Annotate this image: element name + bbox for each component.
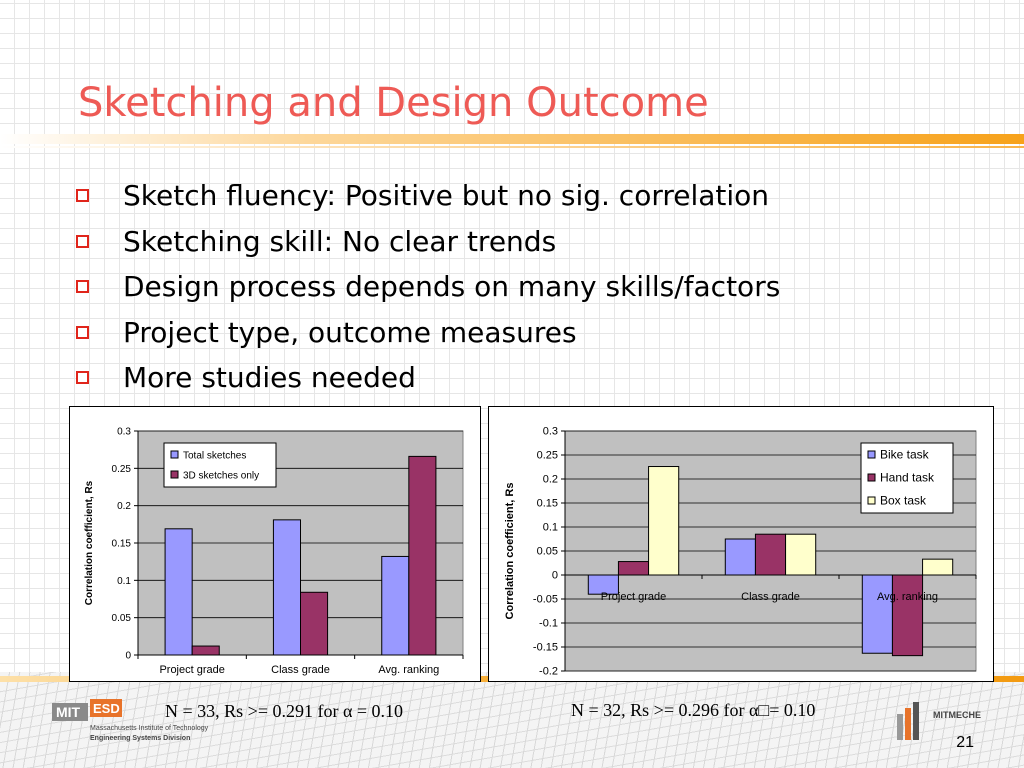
bar [381, 555, 410, 656]
y-axis-label: Correlation coefficient, Rs [504, 483, 516, 620]
x-category-label: Avg. ranking [378, 664, 439, 676]
y-tick-label: 0.05 [537, 546, 558, 558]
bullet-text: More studies needed [123, 361, 416, 394]
logo-bar [913, 702, 919, 740]
y-tick-label: 0.3 [117, 427, 131, 438]
bar [785, 533, 817, 576]
logo-esd-text: ESD [93, 701, 120, 716]
legend-label: Box task [880, 494, 927, 508]
legend-swatch [867, 496, 876, 505]
y-tick-label: 0.25 [537, 450, 558, 462]
y-tick-label: 0.2 [543, 474, 558, 486]
x-category-label: Avg. ranking [877, 591, 938, 603]
bar [922, 558, 954, 576]
bar [648, 466, 680, 576]
chart-left: 0 0.05 0.1 0.15 0.2 0.25 0.3 Correlation coeffi… [84, 427, 464, 676]
square-bullet-icon [76, 189, 89, 202]
legend-label: Hand task [880, 471, 935, 485]
bar [272, 519, 302, 656]
bullet-item: Sketch fluency: Positive but no sig. cor… [74, 176, 780, 222]
y-tick-label: 0 [552, 570, 558, 582]
bullet-item: Design process depends on many skills/fa… [74, 267, 780, 313]
bar [300, 591, 329, 656]
y-tick-label: 0.15 [112, 539, 132, 550]
bullet-text: Sketching skill: No clear trends [123, 224, 557, 258]
bar [861, 574, 893, 654]
legend-box [163, 442, 277, 488]
x-category-label: Class grade [741, 591, 800, 603]
square-bullet-icon [76, 234, 89, 248]
bar [617, 561, 650, 576]
bar [164, 528, 193, 656]
square-bullet-icon [76, 280, 89, 293]
y-tick-label: 0.3 [543, 426, 558, 438]
legend-swatch [867, 473, 876, 482]
square-bullet-icon [76, 371, 89, 384]
y-tick-label: -0.2 [539, 666, 558, 678]
logo-esd-block [90, 699, 122, 717]
bullet-item: Sketching skill: No clear trends [74, 222, 780, 268]
y-tick-label: -0.1 [539, 618, 558, 630]
logo-bar [905, 708, 911, 740]
bullet-list: Sketch fluency: Positive but no sig. cor… [74, 176, 780, 404]
legend-label: 3D sketches only [183, 471, 259, 482]
logo-mitmeche-text: MITMECHE [933, 710, 981, 720]
bar [724, 538, 756, 576]
logo-esd-line2: Engineering Systems Division [90, 735, 190, 742]
page-number: 21 [956, 734, 974, 751]
bar [191, 645, 220, 656]
y-tick-label: 0 [125, 651, 131, 662]
y-tick-label: -0.15 [533, 642, 558, 654]
bullet-item: More studies needed [74, 358, 780, 404]
bar [408, 455, 437, 656]
square-bullet-icon [76, 325, 89, 339]
y-tick-label: 0.15 [537, 498, 558, 510]
legend-swatch [170, 450, 179, 459]
y-axis-label: Correlation coefficient, Rs [84, 480, 95, 605]
bullet-item: Project type, outcome measures [74, 313, 780, 359]
logo-mit-block [52, 703, 88, 721]
y-tick-label: 0.1 [543, 522, 558, 534]
legend-swatch [170, 470, 179, 479]
y-tick-label: 0.1 [117, 576, 131, 587]
bullet-text: Project type, outcome measures [123, 315, 577, 349]
mitmeche-logo: MITMECHE [897, 702, 981, 740]
chart-right-frame: -0.2 -0.15 -0.1 -0.05 0 0.05 0.1 0.15 0.2 0.25 0.3… [488, 406, 994, 682]
bar [754, 533, 787, 576]
logo-mit-text: MIT [56, 704, 81, 720]
bullet-text: Sketch fluency: Positive but no sig. cor… [123, 179, 770, 212]
mit-esd-logo: MIT ESD Massachusetts Institute of Techn… [52, 699, 209, 742]
footnote-right: N = 32, Rs >= 0.296 for α□= 0.10 [571, 700, 816, 720]
legend-label: Bike task [880, 448, 930, 462]
title-underline [0, 134, 1024, 144]
slide-title: Sketching and Design Outcome [78, 80, 709, 126]
y-tick-label: 0.2 [117, 501, 131, 512]
chart-left-frame: 0 0.05 0.1 0.15 0.2 0.25 0.3 Correlation coeffi… [69, 406, 481, 682]
legend-label: Total sketches [183, 451, 246, 462]
x-category-label: Class grade [271, 664, 330, 676]
title-underline-thin [0, 146, 1024, 148]
legend-swatch [867, 450, 876, 459]
logo-bar [897, 714, 903, 740]
bar [891, 574, 924, 657]
legend-box [860, 442, 954, 514]
footer-decoration [0, 672, 1024, 768]
x-category-label: Project grade [159, 664, 224, 676]
y-tick-label: 0.05 [112, 613, 132, 624]
bullet-text: Design process depends on many skills/fa… [123, 270, 781, 303]
chart-right: -0.2 -0.15 -0.1 -0.05 0 0.05 0.1 0.15 0.2 0.25 0.3… [504, 426, 977, 678]
logo-esd-line1: Massachusetts Institute of Technology [90, 725, 209, 732]
y-tick-label: 0.25 [112, 464, 132, 475]
x-category-label: Project grade [601, 591, 666, 603]
footnote-left: N = 33, Rs >= 0.291 for α = 0.10 [165, 701, 404, 721]
y-tick-label: -0.05 [533, 594, 558, 606]
